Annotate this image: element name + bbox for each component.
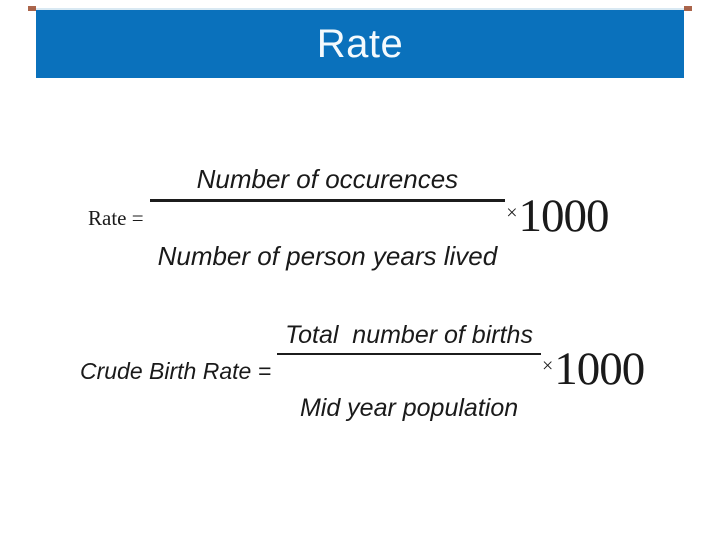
formula-cbr-multiplier: 1000	[554, 343, 645, 395]
formula-cbr-fraction: Total number of births Mid year populati…	[277, 284, 541, 459]
title-bar: Rate	[36, 10, 684, 78]
formula-rate-multiplier: 1000	[518, 189, 609, 242]
formula-rate-numerator: Number of occurences	[149, 163, 506, 202]
top-accent-tip-left	[28, 6, 36, 11]
formula-cbr-denominator: Mid year population	[299, 394, 519, 422]
top-accent-line	[30, 8, 690, 10]
formula-rate-fraction: Number of occurences Number of person ye…	[149, 127, 506, 309]
multiply-sign: ×	[541, 355, 554, 377]
formula-rate-lhs: Rate =	[88, 205, 144, 230]
top-accent-tip-right	[684, 6, 692, 11]
formula-rate: Rate = Number of occurences Number of pe…	[88, 127, 609, 309]
slide-title: Rate	[316, 22, 404, 66]
multiply-sign: ×	[506, 201, 518, 224]
formula-cbr-numerator: Total number of births	[277, 320, 541, 355]
formula-rate-denominator: Number of person years lived	[157, 241, 498, 271]
formula-crude-birth-rate: Crude Birth Rate = Total number of birth…	[80, 284, 645, 459]
formula-cbr-lhs: Crude Birth Rate =	[80, 358, 272, 384]
